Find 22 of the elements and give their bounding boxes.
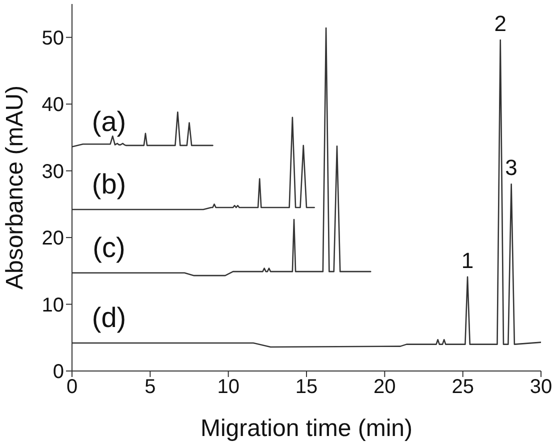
x-tick-label: 15 [295, 376, 318, 398]
x-tick-label: 0 [66, 376, 78, 398]
series-label: (a) [92, 106, 126, 137]
y-tick-label: 30 [42, 160, 64, 183]
x-tick-label: 10 [217, 376, 240, 398]
x-axis-title: Migration time (min) [200, 415, 413, 442]
x-tick-label: 20 [374, 376, 396, 398]
y-tick-label: 50 [42, 27, 64, 50]
annotation: 3 [505, 155, 518, 180]
annotation: 1 [461, 248, 474, 273]
series-label: (b) [92, 168, 126, 200]
x-tick-label: 30 [530, 376, 552, 398]
y-tick-label: 0 [52, 361, 64, 384]
series-label: (c) [92, 232, 126, 263]
y-tick-label: 10 [42, 294, 64, 316]
annotation: 2 [494, 11, 506, 36]
y-axis-title: Absorbance (mAU) [2, 85, 29, 290]
x-tick-label: 5 [144, 376, 156, 398]
x-tick-label: 25 [452, 376, 474, 398]
y-tick-label: 20 [42, 228, 64, 250]
series-label: (d) [92, 302, 126, 333]
y-tick-label: 40 [42, 94, 64, 116]
